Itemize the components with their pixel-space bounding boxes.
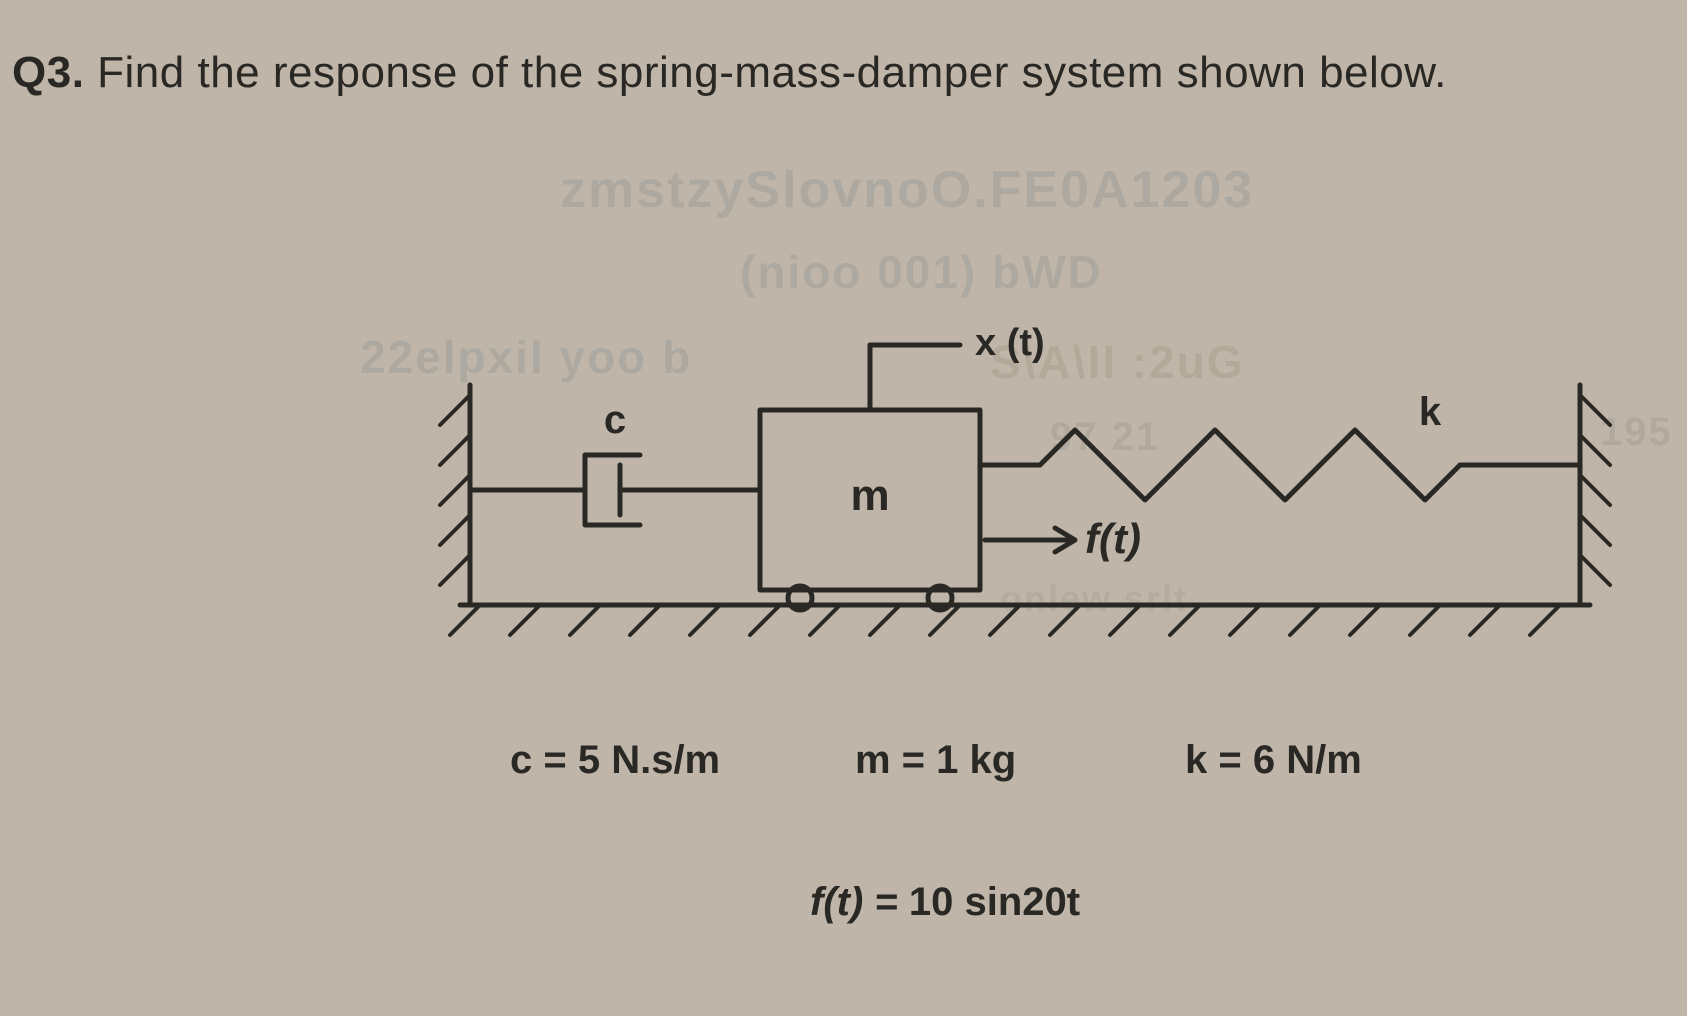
damper-label: c bbox=[604, 398, 626, 442]
forcing-equation: f(t) = 10 sin20t bbox=[810, 880, 1080, 925]
page: Q3. Find the response of the spring-mass… bbox=[0, 0, 1687, 1016]
ghost-text-1: zmstzySlovnoO.FE0A1203 bbox=[560, 160, 1254, 220]
question-text: Find the response of the spring-mass-dam… bbox=[97, 48, 1447, 97]
forcing-rhs: 10 sin20t bbox=[909, 880, 1080, 924]
system-diagram: c m k x (t) f(t) bbox=[420, 315, 1620, 675]
spring-label: k bbox=[1419, 390, 1442, 434]
ghost-text-2: (nioo 001) bWD bbox=[740, 245, 1103, 299]
forcing-lhs: f(t) = bbox=[810, 880, 909, 924]
displacement-label: x (t) bbox=[975, 322, 1045, 364]
param-k: k = 6 N/m bbox=[1185, 738, 1362, 783]
mass-label: m bbox=[850, 471, 889, 520]
question-heading: Q3. Find the response of the spring-mass… bbox=[12, 48, 1447, 98]
param-c: c = 5 N.s/m bbox=[510, 738, 720, 783]
force-label: f(t) bbox=[1085, 515, 1141, 562]
param-m: m = 1 kg bbox=[855, 738, 1016, 783]
question-number: Q3. bbox=[12, 48, 84, 97]
